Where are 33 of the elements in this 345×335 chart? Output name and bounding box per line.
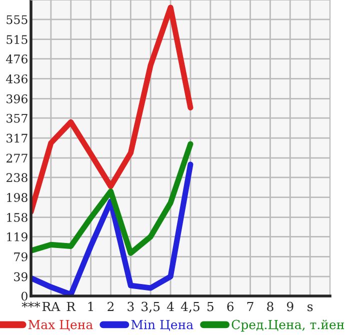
x-tick-label: 6 [227,302,234,312]
y-tick-label: 317 [6,134,28,143]
y-tick-label: 238 [6,173,28,182]
x-tick-label: 7 [247,302,254,312]
x-tick-label: 1 [88,302,93,312]
x-tick-label: 9 [286,302,294,312]
y-tick-label: 39 [14,272,28,282]
y-tick-label: 119 [7,232,28,242]
y-tick-label: 436 [6,74,28,84]
y-tick-label: 476 [6,54,28,64]
x-tick-label: 4 [166,302,174,312]
y-tick-label: 158 [7,212,28,222]
x-tick-label: 3,5 [142,302,160,313]
legend-label: Min Цена [131,320,194,332]
x-tick-label: *** [22,302,40,308]
x-tick-label: 5 [207,302,214,312]
x-tick-label: 8 [267,302,274,312]
x-tick-label: R [66,302,76,312]
y-tick-label: 0 [21,292,28,301]
y-tick-label: 555 [6,15,28,24]
y-tick-label: 79 [14,252,28,262]
legend-label: Max Цена [28,320,93,332]
y-tick-label: 515 [6,35,28,44]
x-tick-label: 4,5 [180,302,200,313]
x-tick-label: RA [42,302,60,312]
x-tick-label: s [308,304,313,312]
y-tick-label: 277 [6,154,28,162]
y-tick-label: 357 [6,114,28,123]
y-tick-label: 198 [7,193,28,202]
x-tick-label: 3 [128,302,134,312]
x-tick-label: 2 [108,302,114,312]
legend-label: Сред.Цена, т.йен [232,320,344,332]
y-tick-label: 396 [6,94,28,104]
